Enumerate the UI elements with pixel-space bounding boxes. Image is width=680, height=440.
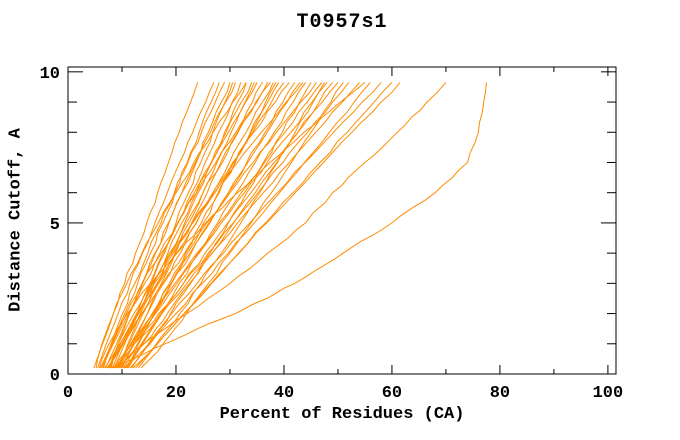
model-curve xyxy=(107,82,317,369)
model-curve xyxy=(105,82,231,369)
model-curve xyxy=(102,82,226,369)
model-curve xyxy=(137,82,401,369)
x-axis-label: Percent of Residues (CA) xyxy=(219,405,465,424)
model-curve xyxy=(118,82,328,369)
model-curve xyxy=(124,82,371,369)
model-curve xyxy=(118,82,253,369)
model-curve xyxy=(99,82,220,369)
model-curve xyxy=(97,82,215,369)
model-curve xyxy=(119,82,360,369)
x-tick-label: 80 xyxy=(490,384,510,403)
x-tick-label: 0 xyxy=(63,384,73,403)
model-curve xyxy=(109,82,290,369)
plot-border xyxy=(67,66,617,375)
x-tick-label: 100 xyxy=(593,384,624,403)
x-tick-label: 40 xyxy=(274,384,294,403)
model-curve xyxy=(120,82,301,369)
model-curve xyxy=(111,82,487,369)
model-curve xyxy=(109,82,304,369)
model-curve xyxy=(108,82,234,369)
model-curve xyxy=(95,82,247,369)
model-curve xyxy=(116,82,447,369)
model-curve xyxy=(103,82,271,369)
model-curve xyxy=(122,82,277,369)
x-tick-label: 60 xyxy=(382,384,402,403)
model-curve xyxy=(113,82,242,369)
plot-title: T0957s1 xyxy=(296,11,388,34)
x-tick-label: 20 xyxy=(166,384,186,403)
model-curve xyxy=(128,82,339,369)
model-curve xyxy=(104,82,285,369)
y-tick-label: 5 xyxy=(50,216,60,235)
model-curve xyxy=(121,82,255,369)
model-curve xyxy=(125,82,307,369)
model-curve xyxy=(131,82,382,369)
y-axis-label: Distance Cutoff, A xyxy=(6,128,26,312)
y-tick-label: 10 xyxy=(40,65,60,84)
model-curve xyxy=(98,82,366,369)
model-curve xyxy=(140,82,344,369)
model-curve xyxy=(112,82,323,369)
model-curve xyxy=(132,82,325,369)
model-curve xyxy=(114,82,350,369)
y-tick-label: 0 xyxy=(50,367,60,386)
